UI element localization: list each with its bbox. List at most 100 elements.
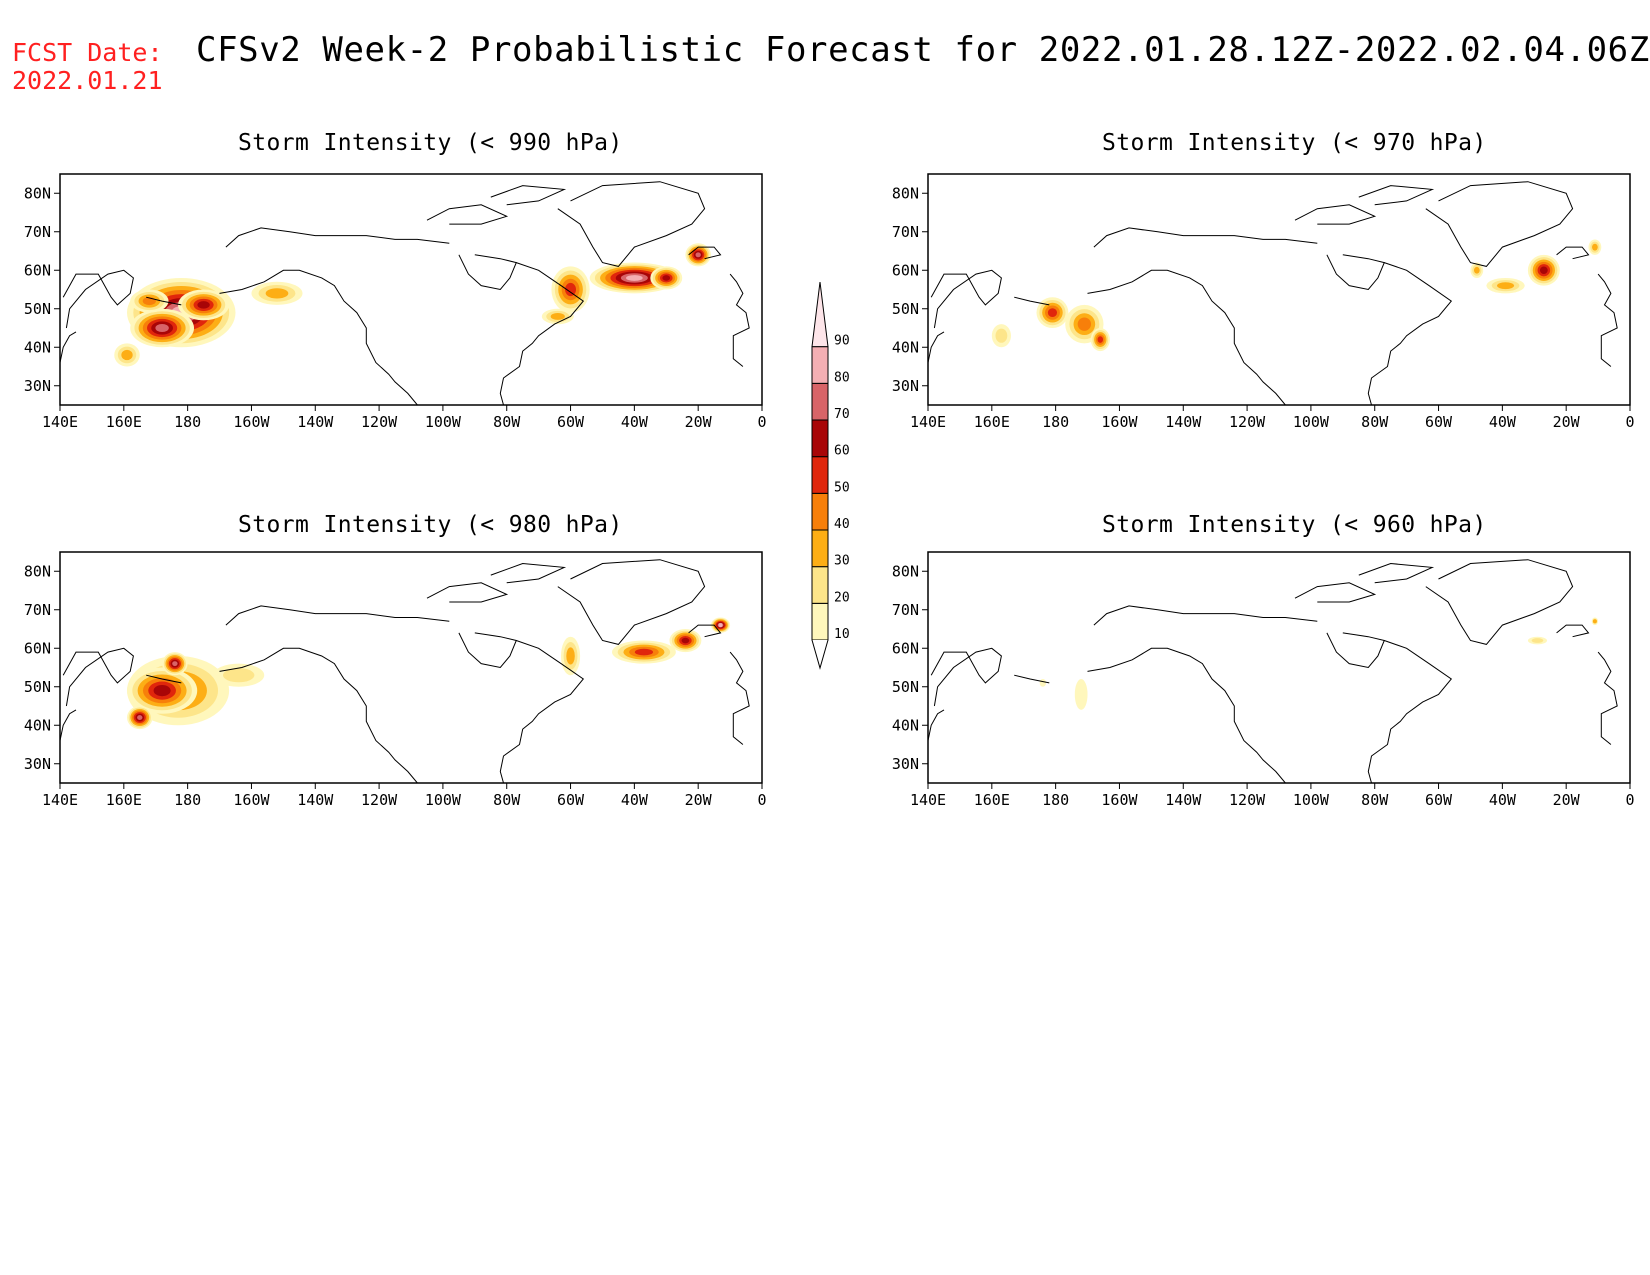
probability-area-970-3 (995, 328, 1008, 343)
coastline (1014, 296, 1050, 306)
probability-area-990-10 (695, 252, 701, 258)
probability-area-980-4 (222, 668, 255, 683)
probability-area-960-0 (1074, 679, 1088, 710)
coastline (1556, 624, 1590, 638)
coastline (1326, 254, 1385, 291)
colorbar-label: 50 (834, 480, 850, 495)
lat-tick-label: 60N (892, 261, 919, 279)
colorbar-swatch (811, 456, 829, 494)
probability-area-990-2 (197, 301, 210, 309)
coastline (146, 674, 182, 684)
colorbar-label: 20 (834, 590, 850, 605)
lon-tick-label: 140E (910, 413, 946, 431)
lat-tick-label: 80N (24, 562, 51, 580)
lat-tick-label: 50N (24, 678, 51, 696)
colorbar-swatch (811, 602, 829, 641)
coastline (146, 296, 182, 306)
lon-tick-label: 20W (685, 413, 713, 431)
colorbar-swatch (811, 529, 829, 568)
coastline (557, 559, 706, 645)
coastline (219, 647, 418, 783)
lon-tick-label: 120W (1229, 791, 1266, 809)
lon-tick-label: 100W (1293, 413, 1330, 431)
coastline (729, 651, 750, 745)
lat-tick-label: 80N (892, 184, 919, 202)
lon-tick-label: 20W (1553, 791, 1581, 809)
coastline (458, 632, 517, 669)
probability-area-990-9 (662, 275, 671, 281)
probability-area-990-5 (265, 288, 289, 299)
lat-tick-label: 70N (892, 223, 919, 241)
lon-tick-label: 140E (910, 791, 946, 809)
probability-area-980-8 (718, 623, 723, 628)
probability-area-970-1 (1077, 317, 1092, 331)
map-frame (927, 551, 1631, 784)
coastline (1087, 647, 1286, 783)
lon-tick-label: 100W (425, 791, 462, 809)
lon-tick-label: 140W (297, 413, 334, 431)
lon-tick-label: 160W (1101, 791, 1138, 809)
lon-tick-label: 20W (1553, 413, 1581, 431)
lat-tick-label: 70N (892, 601, 919, 619)
lon-tick-label: 140W (1165, 791, 1202, 809)
lon-tick-label: 120W (361, 413, 398, 431)
lat-tick-label: 70N (24, 601, 51, 619)
lat-tick-label: 30N (24, 755, 51, 773)
lat-tick-label: 70N (24, 223, 51, 241)
lon-tick-label: 80W (493, 791, 521, 809)
lon-tick-label: 40W (621, 413, 649, 431)
lon-tick-label: 120W (1229, 413, 1266, 431)
lon-tick-label: 80W (493, 413, 521, 431)
lon-tick-label: 20W (685, 791, 713, 809)
map-panel-990: 140E 160E 180 160W 140W 120W 100W 80W 60W 40W 20W 0… (24, 173, 767, 431)
lat-tick-label: 40N (24, 716, 51, 734)
coastline (490, 562, 567, 584)
colorbar-label: 70 (834, 407, 850, 422)
coastline (1597, 651, 1618, 745)
lon-tick-label: 0 (757, 413, 766, 431)
lon-tick-label: 40W (621, 791, 649, 809)
probability-area-990-6 (565, 282, 577, 297)
coastline (426, 204, 509, 225)
coastline (1294, 582, 1377, 603)
probability-area-990-4 (121, 349, 133, 361)
coastline (1367, 262, 1453, 405)
lon-tick-label: 140E (42, 413, 78, 431)
coastline (225, 227, 450, 248)
lon-tick-label: 40W (1489, 413, 1517, 431)
lon-tick-label: 0 (757, 791, 766, 809)
colorbar-swatch (811, 346, 829, 384)
lat-tick-label: 50N (892, 678, 919, 696)
coastline (557, 181, 706, 267)
colorbar-swatch (811, 566, 829, 604)
lat-tick-label: 30N (24, 377, 51, 395)
probability-area-980-1 (153, 685, 171, 697)
map-panel-980: 140E 160E 180 160W 140W 120W 100W 80W 60W 40W 20W 0… (24, 551, 767, 809)
coastline (499, 262, 585, 405)
probability-area-980-2 (137, 715, 143, 720)
coastline (1367, 640, 1453, 783)
map-panel-970: 140E 160E 180 160W 140W 120W 100W 80W 60W 40W 20W 0… (892, 173, 1635, 431)
probability-area-980-7 (681, 637, 690, 644)
probability-area-960-2 (1531, 638, 1544, 643)
probability-area-960-3 (1592, 619, 1597, 624)
probability-area-980-3 (172, 661, 178, 667)
probability-area-970-5 (1497, 282, 1515, 290)
lat-tick-label: 80N (24, 184, 51, 202)
colorbar-swatch (811, 382, 829, 421)
lon-tick-label: 80W (1361, 791, 1389, 809)
coastline (930, 647, 1002, 707)
fcst-date-value: 2022.01.21 (12, 66, 163, 95)
coastline (1425, 559, 1574, 645)
lon-tick-label: 180 (1042, 791, 1069, 809)
coastline (1093, 605, 1318, 626)
lat-tick-label: 50N (892, 300, 919, 318)
coastline (729, 273, 750, 367)
map-frame (927, 173, 1631, 406)
main-title: CFSv2 Week-2 Probabilistic Forecast for … (196, 30, 1650, 70)
coastline (1358, 185, 1435, 206)
panel-title-980: Storm Intensity (< 980 hPa) (238, 512, 623, 538)
lat-tick-label: 30N (892, 377, 919, 395)
probability-area-970-2 (1097, 336, 1104, 343)
